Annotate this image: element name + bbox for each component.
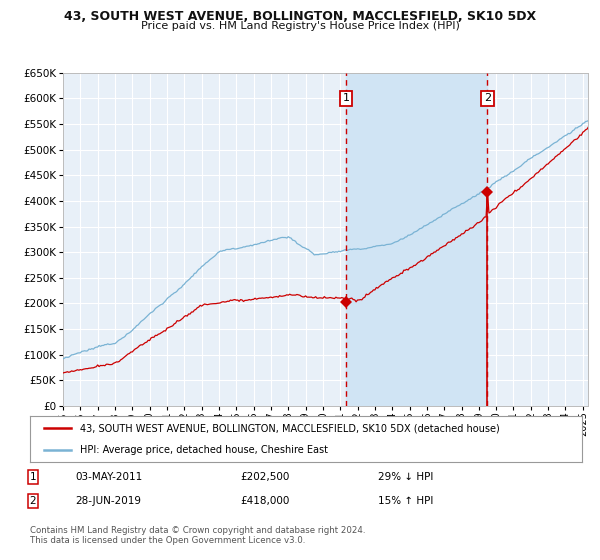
Bar: [346, 73, 487, 406]
Text: 43, SOUTH WEST AVENUE, BOLLINGTON, MACCLESFIELD, SK10 5DX: 43, SOUTH WEST AVENUE, BOLLINGTON, MACCL…: [64, 10, 536, 23]
Text: 1: 1: [29, 472, 37, 482]
Text: Contains HM Land Registry data © Crown copyright and database right 2024.: Contains HM Land Registry data © Crown c…: [30, 526, 365, 535]
Text: £418,000: £418,000: [240, 496, 289, 506]
Text: 03-MAY-2011: 03-MAY-2011: [75, 472, 142, 482]
Text: 29% ↓ HPI: 29% ↓ HPI: [378, 472, 433, 482]
Text: HPI: Average price, detached house, Cheshire East: HPI: Average price, detached house, Ches…: [80, 445, 328, 455]
Text: £202,500: £202,500: [240, 472, 289, 482]
Text: 2: 2: [29, 496, 37, 506]
Text: 28-JUN-2019: 28-JUN-2019: [75, 496, 141, 506]
Text: 1: 1: [343, 94, 349, 104]
Text: Price paid vs. HM Land Registry's House Price Index (HPI): Price paid vs. HM Land Registry's House …: [140, 21, 460, 31]
Text: This data is licensed under the Open Government Licence v3.0.: This data is licensed under the Open Gov…: [30, 536, 305, 545]
Text: 15% ↑ HPI: 15% ↑ HPI: [378, 496, 433, 506]
Text: 43, SOUTH WEST AVENUE, BOLLINGTON, MACCLESFIELD, SK10 5DX (detached house): 43, SOUTH WEST AVENUE, BOLLINGTON, MACCL…: [80, 423, 499, 433]
Text: 2: 2: [484, 94, 491, 104]
